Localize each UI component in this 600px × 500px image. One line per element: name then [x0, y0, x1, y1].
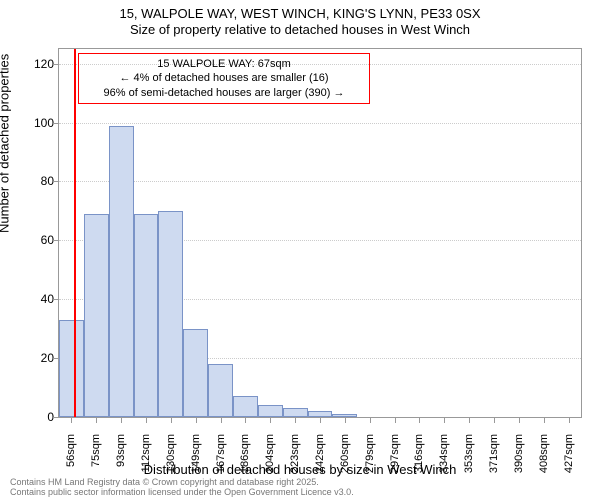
x-tick-mark [196, 418, 197, 423]
x-tick-mark [320, 418, 321, 423]
y-axis-label: Number of detached properties [0, 54, 12, 233]
y-tick-label: 20 [14, 351, 54, 365]
x-tick-mark [171, 418, 172, 423]
x-tick-mark [370, 418, 371, 423]
y-tick-label: 60 [14, 233, 54, 247]
footer-line-2: Contains public sector information licen… [10, 488, 354, 498]
y-tick-label: 80 [14, 174, 54, 188]
y-tick-label: 100 [14, 116, 54, 130]
histogram-bar [283, 408, 308, 417]
x-tick-label: 427sqm [563, 434, 575, 484]
x-tick-label: 56sqm [65, 434, 77, 484]
x-tick-mark [345, 418, 346, 423]
histogram-bar [233, 396, 258, 417]
x-tick-mark [395, 418, 396, 423]
x-tick-mark [245, 418, 246, 423]
x-tick-mark [519, 418, 520, 423]
x-tick-label: 260sqm [339, 434, 351, 484]
x-tick-label: 316sqm [413, 434, 425, 484]
histogram-bar [332, 414, 357, 417]
x-tick-label: 223sqm [289, 434, 301, 484]
x-tick-mark [221, 418, 222, 423]
x-tick-mark [544, 418, 545, 423]
footer-attribution: Contains HM Land Registry data © Crown c… [10, 478, 354, 498]
histogram-bar [59, 320, 84, 417]
histogram-bar [308, 411, 333, 417]
gridline [59, 181, 581, 182]
x-tick-label: 279sqm [364, 434, 376, 484]
title-line-1: 15, WALPOLE WAY, WEST WINCH, KING'S LYNN… [0, 6, 600, 22]
x-tick-label: 186sqm [239, 434, 251, 484]
chart-container: 15, WALPOLE WAY, WEST WINCH, KING'S LYNN… [0, 0, 600, 500]
x-tick-label: 390sqm [513, 434, 525, 484]
chart-title-block: 15, WALPOLE WAY, WEST WINCH, KING'S LYNN… [0, 6, 600, 39]
y-tick-mark [53, 358, 58, 359]
y-tick-mark [53, 299, 58, 300]
x-tick-mark [71, 418, 72, 423]
x-tick-label: 93sqm [115, 434, 127, 484]
y-tick-mark [53, 64, 58, 65]
title-line-2: Size of property relative to detached ho… [0, 22, 600, 38]
x-tick-mark [494, 418, 495, 423]
x-tick-label: 130sqm [165, 434, 177, 484]
x-tick-mark [121, 418, 122, 423]
histogram-bar [109, 126, 134, 417]
info-box: 15 WALPOLE WAY: 67sqm← 4% of detached ho… [78, 53, 370, 104]
x-tick-label: 112sqm [140, 434, 152, 484]
histogram-bar [134, 214, 159, 417]
x-tick-mark [444, 418, 445, 423]
x-tick-mark [295, 418, 296, 423]
y-tick-label: 0 [14, 410, 54, 424]
x-tick-label: 167sqm [215, 434, 227, 484]
x-tick-label: 353sqm [463, 434, 475, 484]
y-tick-label: 120 [14, 57, 54, 71]
histogram-bar [258, 405, 283, 417]
x-tick-label: 75sqm [90, 434, 102, 484]
x-tick-mark [270, 418, 271, 423]
x-tick-label: 242sqm [314, 434, 326, 484]
x-tick-mark [146, 418, 147, 423]
x-tick-label: 334sqm [438, 434, 450, 484]
x-tick-label: 204sqm [264, 434, 276, 484]
x-tick-mark [469, 418, 470, 423]
x-tick-label: 297sqm [389, 434, 401, 484]
x-tick-label: 408sqm [538, 434, 550, 484]
info-box-line-2: ← 4% of detached houses are smaller (16) [87, 71, 361, 85]
x-tick-mark [96, 418, 97, 423]
y-tick-mark [53, 123, 58, 124]
histogram-bar [158, 211, 183, 417]
info-box-line-1: 15 WALPOLE WAY: 67sqm [87, 57, 361, 71]
y-tick-label: 40 [14, 292, 54, 306]
y-tick-mark [53, 181, 58, 182]
x-tick-label: 149sqm [190, 434, 202, 484]
y-tick-mark [53, 240, 58, 241]
x-tick-label: 371sqm [488, 434, 500, 484]
property-marker-line [74, 49, 76, 417]
histogram-bar [84, 214, 109, 417]
histogram-bar [183, 329, 208, 417]
y-tick-mark [53, 417, 58, 418]
gridline [59, 123, 581, 124]
histogram-bar [208, 364, 233, 417]
x-tick-mark [419, 418, 420, 423]
info-box-line-3: 96% of semi-detached houses are larger (… [87, 86, 361, 100]
x-tick-mark [569, 418, 570, 423]
